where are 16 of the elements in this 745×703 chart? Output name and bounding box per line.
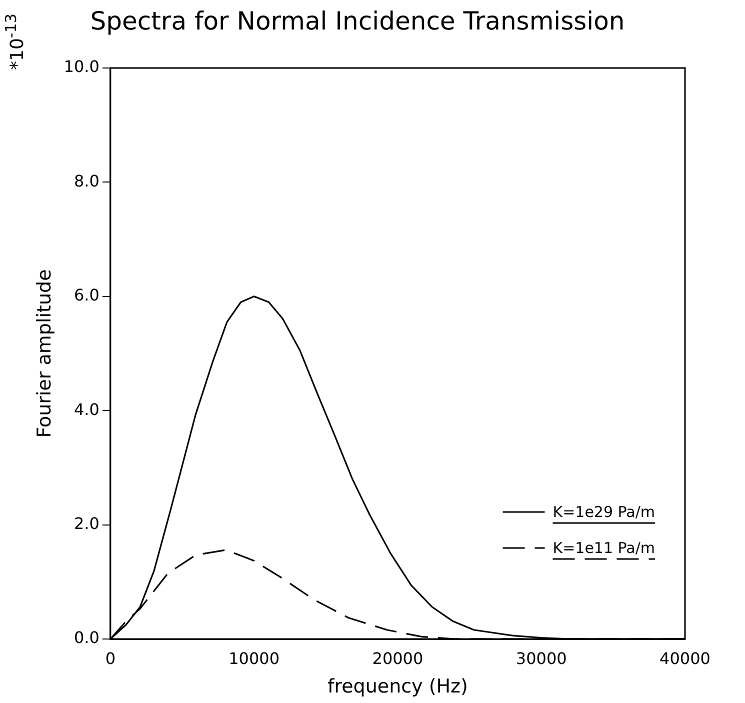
legend-label: K=1e29 Pa/m [552, 503, 656, 521]
x-tick-label: 10000 [228, 648, 280, 668]
y-axis-title: Fourier amplitude [33, 269, 56, 438]
x-tick-label: 40000 [660, 648, 710, 668]
x-tick-label: 0 [105, 648, 116, 668]
y-tick-label: 2.0 [74, 514, 100, 533]
x-tick-label: 30000 [516, 648, 567, 668]
y-tick-label: 4.0 [74, 400, 100, 419]
x-tick-label: 20000 [372, 648, 424, 668]
y-tick-label: 0.0 [74, 628, 100, 648]
legend-label: K=1e11 Pa/m [552, 539, 656, 557]
x-axis-title: frequency (Hz) [328, 676, 468, 698]
chart-title: Spectra for Normal Incidence Transmission [90, 6, 625, 36]
y-tick-label: 8.0 [74, 171, 100, 190]
y-tick-label: 6.0 [74, 286, 100, 305]
y-tick-label: 10.0 [64, 57, 100, 76]
